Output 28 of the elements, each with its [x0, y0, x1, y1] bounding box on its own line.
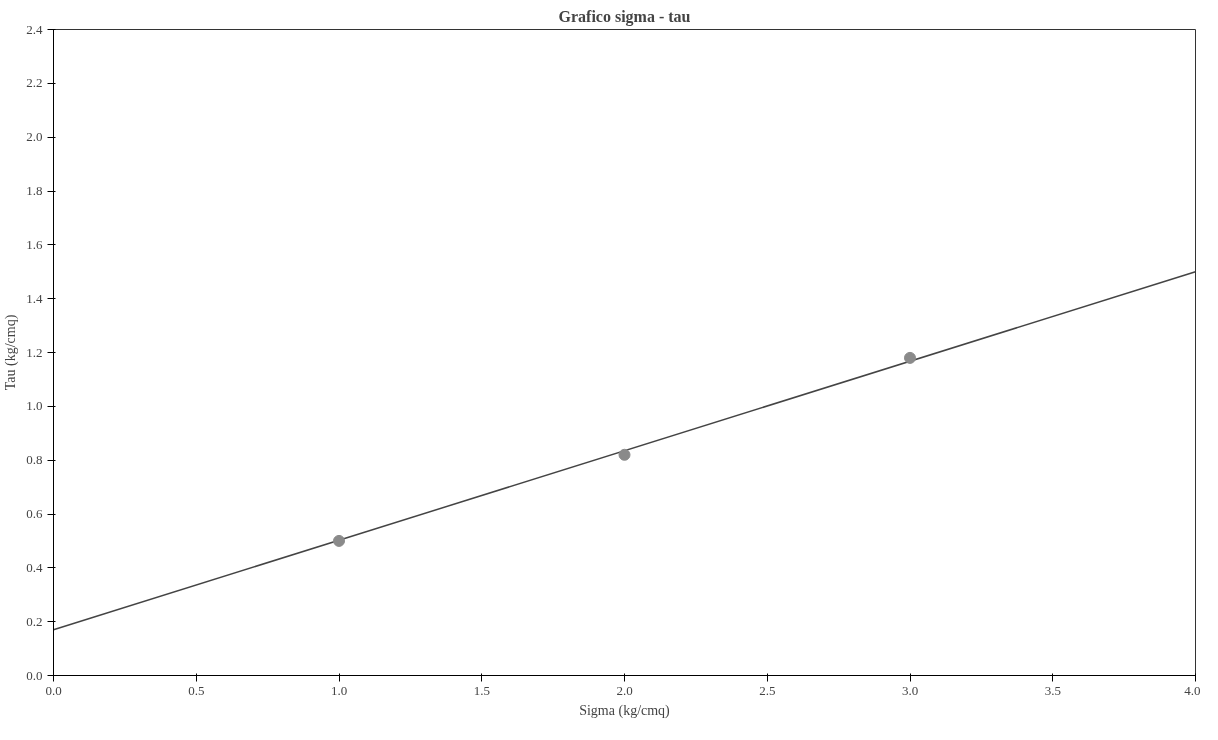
x-tick-label: 1.5	[473, 682, 490, 698]
x-tick-label: 2.5	[759, 682, 776, 698]
y-tick-label: 0.8	[26, 452, 43, 468]
y-tick-label: 2.0	[26, 129, 43, 145]
y-tick-label: 2.4	[26, 21, 43, 37]
x-tick-label: 4.0	[1184, 682, 1201, 698]
point	[333, 534, 345, 547]
y-tick-label: 1.8	[26, 183, 43, 198]
y-tick-label: 1.4	[26, 290, 43, 306]
x-tick-label: 0.0	[45, 682, 62, 698]
point	[618, 448, 631, 461]
y-tick-label: 1.0	[26, 398, 43, 414]
chart-title: Grafico sigma - tau	[558, 7, 691, 26]
y-tick-label: 1.6	[26, 236, 43, 252]
y-axis-title: Tau (kg/cmq)	[3, 314, 20, 391]
x-tick-label: 2.0	[616, 682, 633, 698]
x-tick-label: 0.5	[188, 682, 205, 698]
y-tick-label: 0.6	[26, 506, 43, 521]
x-axis-title: Sigma (kg/cmq)	[579, 702, 671, 719]
y-tick-label: 0.2	[26, 613, 43, 629]
y-tick-label: 1.2	[26, 344, 43, 360]
x-tick-label: 1.0	[330, 682, 348, 698]
point	[904, 351, 916, 364]
x-tick-label: 3.0	[901, 682, 919, 698]
y-tick-label: 0.0	[26, 667, 43, 683]
y-tick-label: 2.2	[26, 75, 43, 91]
y-tick-label: 0.4	[26, 559, 43, 575]
x-tick-label: 3.5	[1044, 682, 1061, 698]
